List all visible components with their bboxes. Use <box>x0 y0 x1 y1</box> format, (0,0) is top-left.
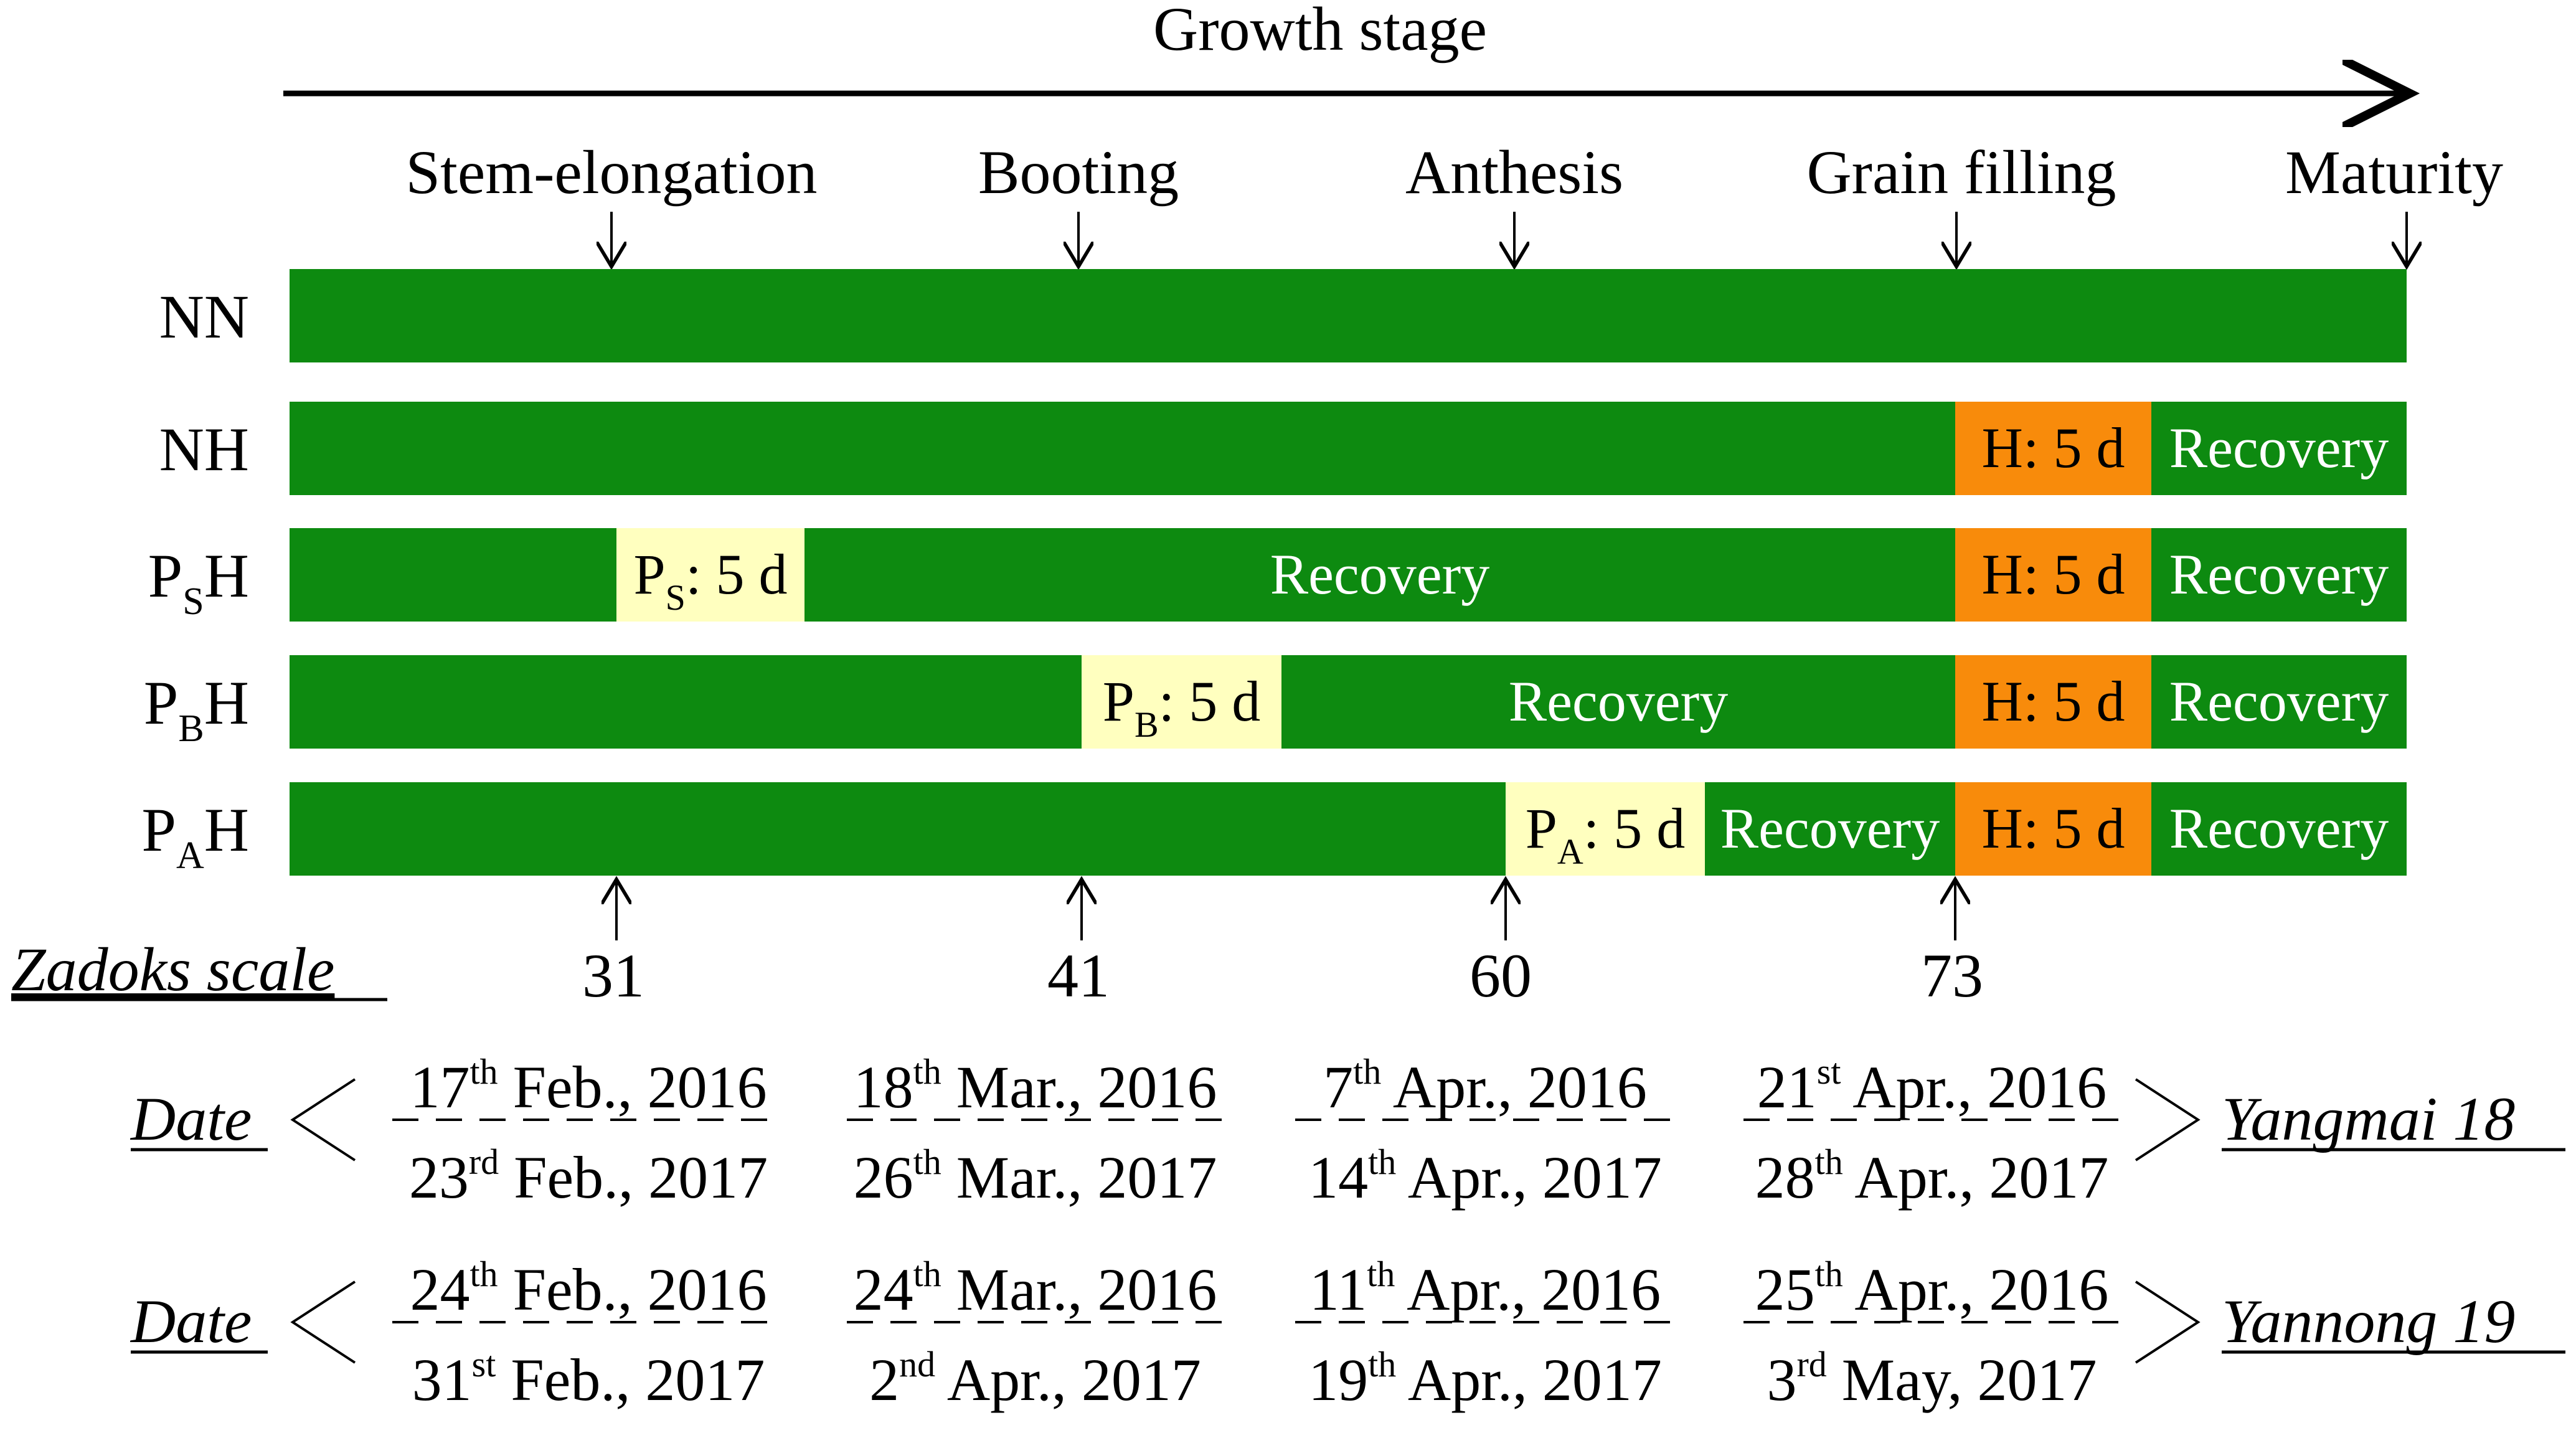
bar-segment-priming <box>616 528 804 622</box>
date-entry: 25th Apr., 2016 3rd May, 2017 <box>1743 1254 2120 1413</box>
right-bracket <box>2135 1078 2201 1161</box>
zadoks-label: Zadoks scale <box>11 935 334 1004</box>
stage-label: Maturity <box>2285 138 2503 207</box>
date-bottom: 28th Apr., 2017 <box>1755 1142 2109 1211</box>
date-group: Date Yangmai 18 17th Feb., 2016 23rd Feb., … <box>130 1051 2565 1211</box>
zadoks-scale: Zadoks scale 31 41 60 73 <box>11 935 1983 1010</box>
treatment-name: PBH <box>144 668 249 750</box>
segment-label: Recovery <box>1270 542 1490 606</box>
date-top: 24th Feb., 2016 <box>410 1254 767 1323</box>
treatment-row: NH H: 5 d Recovery <box>159 402 2407 495</box>
date-entry: 21st Apr., 2016 28th Apr., 2017 <box>1743 1051 2120 1211</box>
segment-label: H: 5 d <box>1982 669 2125 733</box>
stage-label: Stem-elongation <box>406 138 818 207</box>
segment-label: Recovery <box>2169 797 2389 860</box>
bar-segment-normal <box>290 402 1955 495</box>
zadoks-value: 31 <box>582 941 644 1010</box>
stage-labels: Stem-elongation Booting Anthesis Grain f… <box>406 138 2503 207</box>
bar-segment-normal <box>2151 402 2407 495</box>
date-top: 24th Mar., 2016 <box>854 1254 1217 1323</box>
treatment-rows: NN NH H: 5 d Recovery PSH PS: 5 d Recovery H: 5… <box>141 269 2407 877</box>
date-groups: Date Yangmai 18 17th Feb., 2016 23rd Feb., … <box>130 1051 2565 1413</box>
date-bottom: 26th Mar., 2017 <box>854 1142 1217 1211</box>
date-top: 18th Mar., 2016 <box>854 1051 1217 1120</box>
bar-segment-normal <box>1705 782 1955 876</box>
segment-label: Recovery <box>2169 542 2389 606</box>
date-top: 7th Apr., 2016 <box>1323 1051 1647 1120</box>
date-top: 17th Feb., 2016 <box>410 1051 767 1120</box>
treatment-row: NN <box>159 269 2407 362</box>
date-bottom: 23rd Feb., 2017 <box>409 1142 768 1211</box>
date-bottom: 2nd Apr., 2017 <box>869 1344 1201 1413</box>
bar-segment-heat <box>1955 528 2151 622</box>
right-bracket <box>2135 1280 2201 1364</box>
cultivar-label: Yangmai 18 <box>2222 1084 2515 1153</box>
segment-label: H: 5 d <box>1982 416 2125 480</box>
date-entry: 18th Mar., 2016 26th Mar., 2017 <box>847 1051 1224 1211</box>
segment-label: PB: 5 d <box>1103 669 1260 745</box>
bar-segment-normal <box>290 782 1506 876</box>
bar-segment-normal <box>290 655 1082 749</box>
treatment-name: NN <box>159 282 249 351</box>
date-top: 25th Apr., 2016 <box>1755 1254 2109 1323</box>
stage-label: Grain filling <box>1806 138 2116 207</box>
segment-label: H: 5 d <box>1982 797 2125 860</box>
zadoks-value: 60 <box>1470 941 1532 1010</box>
date-group: Date Yannong 19 24th Feb., 2016 31st Feb., … <box>130 1254 2565 1413</box>
date-entry: 17th Feb., 2016 23rd Feb., 2017 <box>392 1051 785 1211</box>
date-entry: 24th Feb., 2016 31st Feb., 2017 <box>392 1254 785 1413</box>
treatment-row: PSH PS: 5 d Recovery H: 5 d Recovery <box>148 528 2407 623</box>
zadoks-arrows <box>616 879 1955 940</box>
bar-segment-priming <box>1506 782 1705 876</box>
stage-arrows <box>611 212 2407 267</box>
zadoks-value: 41 <box>1047 941 1110 1010</box>
segment-label: Recovery <box>2169 669 2389 733</box>
date-bottom: 14th Apr., 2017 <box>1308 1142 1662 1211</box>
cultivar-label: Yannong 19 <box>2222 1287 2515 1356</box>
date-bottom: 3rd May, 2017 <box>1767 1344 2097 1413</box>
bar-segment-normal <box>804 528 1955 622</box>
bar-segment-normal <box>290 269 2407 362</box>
segment-label: Recovery <box>1720 797 1940 860</box>
treatment-row: PBH PB: 5 d Recovery H: 5 d Recovery <box>144 655 2407 750</box>
date-bottom: 31st Feb., 2017 <box>412 1344 765 1413</box>
date-label: Date <box>130 1084 252 1153</box>
bar-segment-heat <box>1955 655 2151 749</box>
treatment-name: PSH <box>148 541 249 623</box>
date-entry: 11th Apr., 2016 19th Apr., 2017 <box>1295 1254 1675 1413</box>
stage-label: Booting <box>978 138 1179 207</box>
date-entry: 7th Apr., 2016 14th Apr., 2017 <box>1295 1051 1675 1211</box>
bar-segment-normal <box>290 528 616 622</box>
treatment-name: PAH <box>141 795 249 877</box>
treatment-name: NH <box>159 415 249 484</box>
date-bottom: 19th Apr., 2017 <box>1308 1344 1662 1413</box>
left-bracket <box>290 1280 356 1364</box>
segment-label: PS: 5 d <box>634 542 788 618</box>
bar-segment-normal <box>2151 782 2407 876</box>
segment-label: Recovery <box>2169 416 2389 480</box>
bar-segment-normal <box>1281 655 1955 749</box>
segment-label: H: 5 d <box>1982 542 2125 606</box>
bar-segment-heat <box>1955 782 2151 876</box>
segment-label: PA: 5 d <box>1526 797 1686 872</box>
date-label: Date <box>130 1287 252 1356</box>
bar-segment-normal <box>2151 528 2407 622</box>
treatment-row: PAH PA: 5 d Recovery H: 5 d Recovery <box>141 782 2407 877</box>
bar-segment-priming <box>1082 655 1281 749</box>
bar-segment-normal <box>2151 655 2407 749</box>
zadoks-value: 73 <box>1921 941 1983 1010</box>
diagram-title: Growth stage <box>1153 0 1487 64</box>
segment-label: Recovery <box>1509 669 1729 733</box>
stage-label: Anthesis <box>1405 138 1623 207</box>
bar-segment-heat <box>1955 402 2151 495</box>
left-bracket <box>290 1078 356 1161</box>
date-top: 21st Apr., 2016 <box>1757 1051 2107 1120</box>
date-top: 11th Apr., 2016 <box>1309 1254 1661 1323</box>
date-entry: 24th Mar., 2016 2nd Apr., 2017 <box>847 1254 1224 1413</box>
